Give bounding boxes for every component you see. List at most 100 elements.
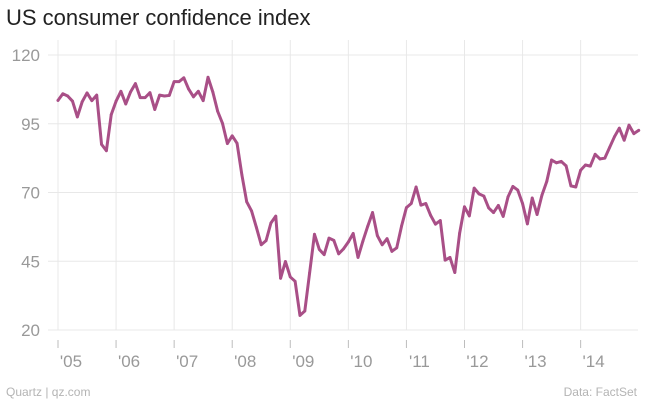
data-point bbox=[608, 146, 612, 149]
data-point bbox=[617, 126, 621, 130]
data-point bbox=[177, 80, 181, 84]
data-point bbox=[80, 100, 84, 104]
y-tick-label-120: 120 bbox=[12, 46, 40, 65]
data-point bbox=[477, 192, 481, 196]
data-point bbox=[492, 211, 495, 214]
x-tick-label-2011: '11 bbox=[409, 352, 430, 371]
data-point bbox=[109, 113, 113, 117]
data-point bbox=[104, 149, 108, 153]
data-point bbox=[506, 195, 510, 199]
data-point bbox=[438, 219, 442, 222]
x-tick-label-2005: '05 bbox=[60, 352, 82, 371]
data-point bbox=[206, 75, 210, 79]
data-point bbox=[342, 247, 345, 251]
data-point bbox=[443, 258, 447, 262]
data-point bbox=[385, 237, 389, 241]
data-point bbox=[303, 309, 307, 313]
data-point bbox=[196, 89, 200, 93]
data-point bbox=[569, 184, 573, 188]
data-point bbox=[564, 164, 568, 168]
data-point bbox=[61, 92, 65, 96]
series-points-0 bbox=[56, 75, 641, 317]
y-tick-label-20: 20 bbox=[21, 321, 40, 340]
data-point bbox=[308, 271, 312, 275]
data-point bbox=[424, 202, 428, 205]
data-point bbox=[632, 132, 636, 136]
data-point bbox=[119, 89, 123, 93]
data-point bbox=[240, 173, 244, 177]
data-point bbox=[182, 76, 186, 80]
data-point bbox=[429, 213, 433, 217]
data-point bbox=[114, 99, 118, 103]
data-point bbox=[637, 128, 641, 132]
data-point bbox=[409, 202, 413, 205]
data-point bbox=[593, 152, 597, 156]
data-point bbox=[521, 202, 524, 205]
data-point bbox=[288, 275, 292, 279]
grid-layer bbox=[48, 40, 638, 348]
x-tick-label-2012: '12 bbox=[466, 352, 488, 371]
data-point bbox=[317, 248, 321, 251]
data-point bbox=[584, 163, 587, 167]
data-point bbox=[535, 213, 539, 216]
chart-title: US consumer confidence index bbox=[6, 5, 311, 30]
data-point bbox=[100, 142, 103, 146]
x-tick-label-2007: '07 bbox=[176, 352, 198, 371]
data-point bbox=[211, 90, 215, 94]
data-point bbox=[75, 115, 79, 119]
data-point bbox=[284, 260, 287, 263]
data-point bbox=[613, 135, 616, 139]
data-point bbox=[298, 314, 302, 317]
data-point bbox=[235, 141, 239, 145]
data-point bbox=[138, 96, 142, 100]
data-point bbox=[448, 256, 452, 259]
data-point bbox=[501, 215, 505, 218]
data-point bbox=[313, 232, 316, 236]
data-point bbox=[395, 246, 399, 250]
data-point bbox=[124, 102, 128, 106]
data-point bbox=[143, 96, 147, 100]
data-point bbox=[250, 209, 253, 213]
data-point bbox=[482, 194, 486, 198]
x-tick-label-2006: '06 bbox=[118, 352, 140, 371]
data-point bbox=[337, 252, 341, 256]
data-point bbox=[71, 99, 74, 103]
data-point bbox=[153, 108, 157, 111]
x-tick-label-2010: '10 bbox=[350, 352, 372, 371]
data-point bbox=[574, 185, 578, 189]
data-point bbox=[134, 82, 137, 85]
y-tick-label-45: 45 bbox=[21, 252, 40, 271]
data-point bbox=[129, 90, 132, 94]
data-point bbox=[167, 94, 171, 97]
x-axis-ticks: '05 '06 '07 '08 '09 '10 '11 '12 '13 '14 bbox=[60, 352, 605, 371]
data-point bbox=[530, 196, 534, 200]
data-point bbox=[230, 134, 234, 138]
data-point bbox=[356, 256, 360, 259]
y-axis-ticks: 120 95 70 45 20 bbox=[12, 46, 40, 340]
data-point bbox=[545, 180, 549, 183]
data-point bbox=[56, 98, 60, 102]
data-point bbox=[187, 87, 191, 91]
data-point bbox=[172, 80, 176, 84]
data-point bbox=[192, 95, 195, 99]
data-point bbox=[90, 99, 94, 103]
x-tick-label-2014: '14 bbox=[583, 352, 605, 371]
data-point bbox=[516, 188, 520, 192]
data-point bbox=[414, 185, 418, 189]
data-point bbox=[375, 234, 379, 238]
data-point bbox=[463, 205, 466, 209]
data-point bbox=[269, 221, 273, 225]
x-tick-label-2009: '09 bbox=[292, 352, 314, 371]
data-point bbox=[293, 279, 297, 283]
data-point bbox=[434, 222, 437, 226]
data-point bbox=[346, 240, 350, 244]
data-point bbox=[264, 239, 268, 243]
data-point bbox=[332, 238, 336, 242]
data-point bbox=[487, 206, 491, 210]
data-point bbox=[400, 224, 403, 228]
data-point bbox=[380, 243, 384, 247]
data-point bbox=[511, 185, 515, 188]
data-point bbox=[66, 94, 70, 98]
data-point bbox=[598, 157, 602, 161]
